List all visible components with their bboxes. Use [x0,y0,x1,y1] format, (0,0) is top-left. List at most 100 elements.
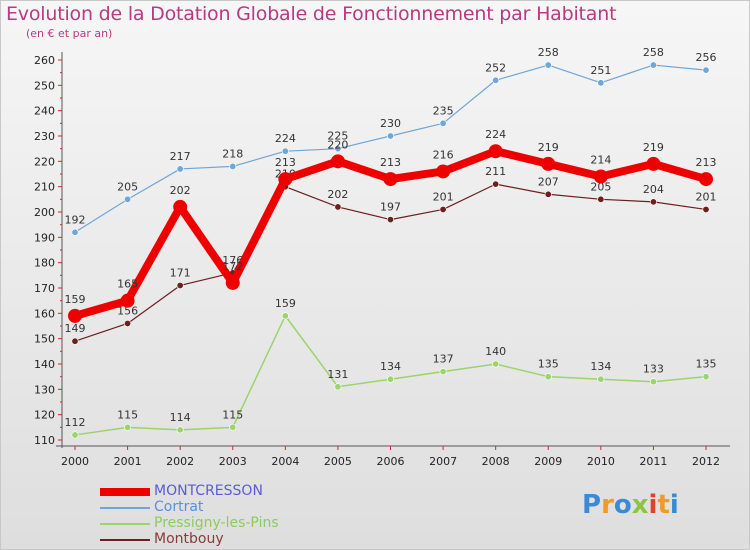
data-point [597,79,605,87]
data-point [544,61,552,69]
data-point [386,132,394,140]
data-point [439,368,447,376]
data-point [124,195,132,203]
data-label: 201 [696,190,717,203]
data-label: 213 [696,156,717,169]
logo-letter: r [601,490,614,520]
data-point [649,198,657,206]
logo-letter: x [631,490,649,520]
chart-subtitle: (en € et par an) [26,27,113,40]
data-point [702,205,710,213]
y-tick-label: 240 [34,105,55,118]
data-label: 134 [380,360,401,373]
data-label: 251 [590,64,611,77]
data-label: 220 [327,138,348,151]
data-point [68,308,82,323]
data-label: 134 [590,360,611,373]
data-point [124,423,132,431]
legend-label: Cortrat [154,499,204,515]
data-label: 224 [275,132,296,145]
x-tick-label: 2004 [271,455,299,468]
logo-letter: o [613,490,632,520]
data-label: 165 [117,278,138,291]
legend-label: Pressigny-les-Pins [154,515,279,531]
y-tick-label: 200 [34,206,55,219]
data-label: 214 [590,154,611,167]
data-point [173,199,188,214]
y-tick-label: 170 [34,282,55,295]
data-point [225,275,240,290]
data-point [383,172,398,187]
data-label: 213 [380,156,401,169]
series-montbouy: 149156171176210202197201211207205204201 [65,165,717,345]
data-label: 205 [117,180,138,193]
data-point [229,162,237,170]
y-tick-label: 150 [34,333,55,346]
x-tick-label: 2011 [639,455,667,468]
data-point [71,337,79,345]
data-point [544,190,552,198]
y-tick-label: 250 [34,79,55,92]
data-point [646,156,661,171]
logo-letter: t [657,490,670,520]
y-tick-label: 160 [34,307,55,320]
logo-letter: i [669,490,679,520]
legend-swatch [100,507,150,509]
x-tick-label: 2008 [482,455,510,468]
data-point [71,431,79,439]
data-label: 149 [65,322,86,335]
data-point [124,319,132,327]
x-tick-label: 2005 [324,455,352,468]
x-tick-label: 2007 [429,455,457,468]
data-label: 202 [170,184,191,197]
data-label: 114 [170,411,191,424]
data-point [492,180,500,188]
data-point [386,375,394,383]
data-label: 225 [327,130,348,143]
data-point [492,76,500,84]
data-label: 115 [117,408,138,421]
data-point [492,360,500,368]
data-label: 235 [433,104,454,117]
data-label: 211 [485,165,506,178]
data-label: 135 [696,358,717,371]
data-label: 133 [643,363,664,376]
data-point [597,375,605,383]
x-tick-label: 2001 [114,455,142,468]
y-tick-label: 130 [34,383,55,396]
data-point [597,195,605,203]
data-label: 172 [222,260,243,273]
data-point [176,281,184,289]
y-tick-label: 140 [34,358,55,371]
y-tick-label: 210 [34,181,55,194]
series-cortrat: 192 205 217 218 224 225 230 235 252 258 251 258 256 [65,46,717,236]
data-label: 201 [433,190,454,203]
data-label: 192 [65,213,86,226]
x-tick-label: 2006 [377,455,405,468]
data-label: 171 [170,266,191,279]
y-tick-label: 230 [34,130,55,143]
data-point [593,169,608,184]
data-point [541,156,556,171]
data-label: 252 [485,61,506,74]
data-point [176,426,184,434]
data-label: 216 [433,148,454,161]
y-tick-label: 110 [34,434,55,447]
data-point [120,293,135,308]
data-point [281,312,289,320]
data-label: 137 [433,353,454,366]
legend-swatch [100,539,150,541]
data-point [649,61,657,69]
data-point [334,145,342,153]
data-point [702,66,710,74]
y-tick-label: 190 [34,231,55,244]
line-chart: 110 120 130 140 150 160 170 180 190 200 210 220 230 2… [34,46,730,468]
data-point [278,172,293,187]
logo-letter: i [648,490,658,520]
data-label: 224 [485,128,506,141]
data-point [330,154,345,169]
data-point [281,147,289,155]
data-point [71,228,79,236]
data-label: 219 [538,141,559,154]
